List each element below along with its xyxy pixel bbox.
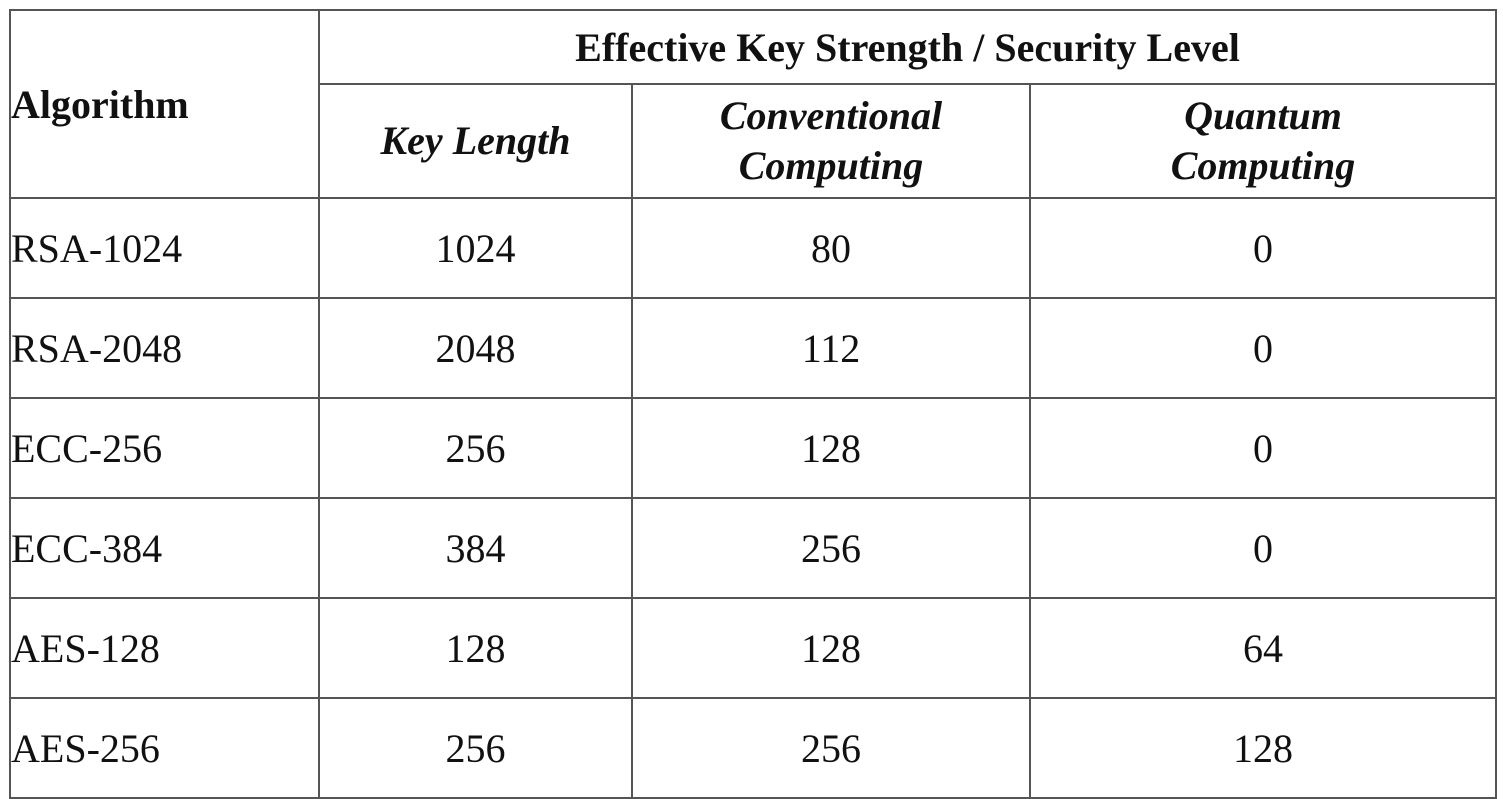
algorithm-cell: AES-128	[9, 597, 320, 699]
quantum-cell: 0	[1029, 497, 1497, 599]
key-length-cell: 256	[318, 697, 633, 799]
header-row-sub: Key Length Conventional Computing Quantu…	[10, 83, 1497, 199]
algorithm-cell: AES-256	[9, 697, 320, 799]
algorithm-cell: ECC-384	[9, 497, 320, 599]
conventional-cell: 128	[631, 397, 1031, 499]
algorithm-header: Algorithm	[9, 9, 320, 199]
quantum-cell: 64	[1029, 597, 1497, 699]
conventional-computing-header: Conventional Computing	[631, 83, 1031, 199]
algorithm-cell: RSA-1024	[9, 197, 320, 299]
table-row: RSA-1024 1024 80 0	[9, 197, 1497, 299]
table-row: ECC-256 256 128 0	[9, 397, 1497, 499]
quantum-cell: 128	[1029, 697, 1497, 799]
table-row: ECC-384 384 256 0	[9, 497, 1497, 599]
table-row: AES-256 256 256 128	[9, 697, 1497, 799]
key-length-cell: 1024	[318, 197, 633, 299]
quantum-cell: 0	[1029, 397, 1497, 499]
quantum-cell: 0	[1029, 197, 1497, 299]
header-row-top: Algorithm Effective Key Strength / Secur…	[9, 9, 1497, 199]
conventional-cell: 256	[631, 497, 1031, 599]
quantum-cell: 0	[1029, 297, 1497, 399]
quantum-header-line-1: Quantum	[1184, 93, 1342, 138]
conventional-cell: 256	[631, 697, 1031, 799]
conventional-cell: 128	[631, 597, 1031, 699]
key-length-cell: 384	[318, 497, 633, 599]
table-body: RSA-1024 1024 80 0 RSA-2048 2048 112 0 E…	[9, 197, 1497, 799]
key-strength-table: Algorithm Effective Key Strength / Secur…	[9, 9, 1497, 799]
table-row: AES-128 128 128 64	[9, 597, 1497, 699]
quantum-computing-header: Quantum Computing	[1029, 83, 1497, 199]
key-length-cell: 256	[318, 397, 633, 499]
conventional-cell: 80	[631, 197, 1031, 299]
security-level-header: Effective Key Strength / Security Level	[318, 9, 1497, 85]
algorithm-cell: RSA-2048	[9, 297, 320, 399]
conventional-cell: 112	[631, 297, 1031, 399]
algorithm-cell: ECC-256	[9, 397, 320, 499]
quantum-header-line-2: Computing	[1170, 143, 1356, 188]
conventional-header-line-1: Conventional	[719, 93, 943, 138]
key-length-cell: 2048	[318, 297, 633, 399]
key-length-cell: 128	[318, 597, 633, 699]
key-length-header: Key Length	[318, 83, 633, 199]
conventional-header-line-2: Computing	[738, 143, 924, 188]
table-row: RSA-2048 2048 112 0	[9, 297, 1497, 399]
